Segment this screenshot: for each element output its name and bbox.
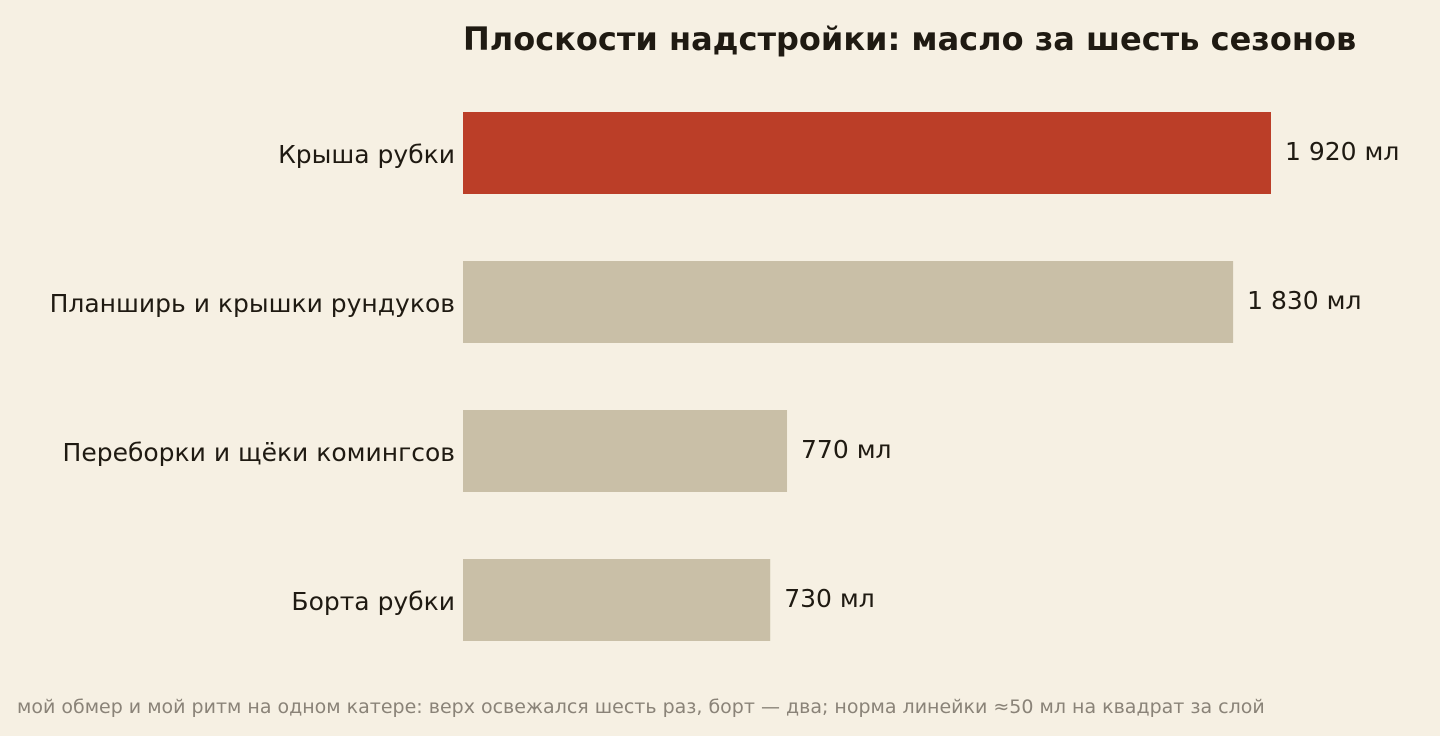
bar-2	[463, 261, 1234, 343]
category-label-3: Переборки и щёки комингсов	[63, 438, 455, 467]
bar-4	[463, 559, 771, 641]
value-label-4: 730 мл	[784, 584, 875, 613]
value-label-3: 770 мл	[801, 435, 892, 464]
category-label-4: Борта рубки	[291, 587, 455, 616]
bar-3	[463, 410, 788, 492]
category-label-2: Планширь и крышки рундуков	[50, 289, 455, 318]
category-label-1: Крыша рубки	[278, 140, 455, 169]
chart-footnote: мой обмер и мой ритм на одном катере: ве…	[17, 696, 1265, 718]
value-label-2: 1 830 мл	[1247, 286, 1361, 315]
bar-chart: Крыша рубки 1 920 мл Планширь и крышки рун…	[50, 112, 1399, 641]
value-label-1: 1 920 мл	[1285, 137, 1399, 166]
bar-1	[463, 112, 1271, 194]
chart-title: Плоскости надстройки: масло за шесть сез…	[463, 20, 1357, 58]
